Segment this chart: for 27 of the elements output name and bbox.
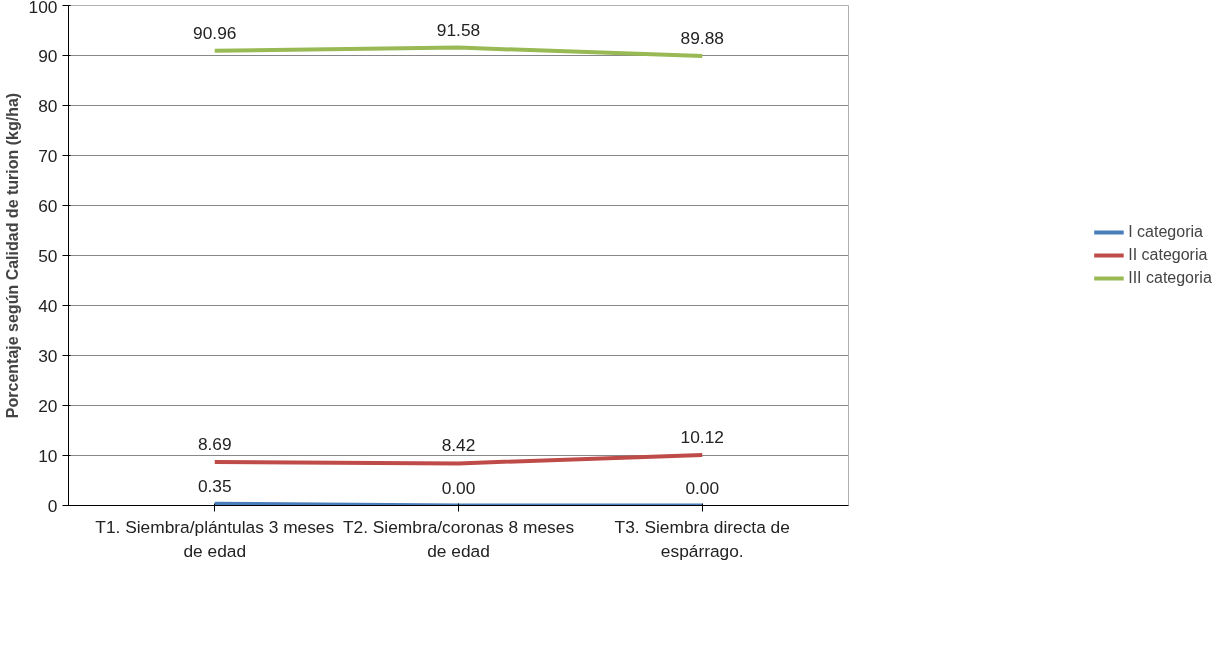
data-label: 90.96	[193, 22, 237, 43]
y-tick-label: 30	[38, 345, 58, 366]
y-tick-label: 100	[28, 0, 58, 17]
legend-label: I categoria	[1128, 223, 1203, 241]
x-tick-label: T1. Siembra/plántulas 3 meses de edad	[95, 516, 335, 561]
y-tick-label: 0	[47, 495, 58, 516]
y-tick-label: 20	[38, 395, 58, 416]
y-tick-label: 70	[38, 145, 58, 166]
data-label: 8.69	[197, 434, 232, 455]
y-tick-label: 90	[38, 45, 58, 66]
legend-label: II categoria	[1128, 246, 1208, 264]
y-axis-title: Porcentaje según Calidad de turion (kg/ha)	[3, 92, 21, 419]
data-label: 0.35	[197, 475, 232, 496]
data-label: 91.58	[436, 19, 481, 40]
y-tick-label: 10	[38, 445, 58, 466]
y-tick-label: 80	[38, 95, 58, 116]
y-tick-label: 50	[38, 245, 58, 266]
data-label: 89.88	[680, 28, 724, 49]
legend-label: III categoria	[1128, 269, 1212, 287]
data-label: 0.00	[685, 477, 720, 498]
x-tick-label: T3. Siembra directa de espárrago.	[614, 516, 790, 561]
x-tick-label: T2. Siembra/coronas 8 meses de edad	[342, 516, 575, 561]
data-label: 8.42	[441, 435, 476, 456]
y-tick-label: 40	[38, 295, 58, 316]
y-tick-label: 60	[38, 195, 58, 216]
data-label: 0.00	[441, 477, 476, 498]
data-label: 10.12	[680, 426, 724, 447]
